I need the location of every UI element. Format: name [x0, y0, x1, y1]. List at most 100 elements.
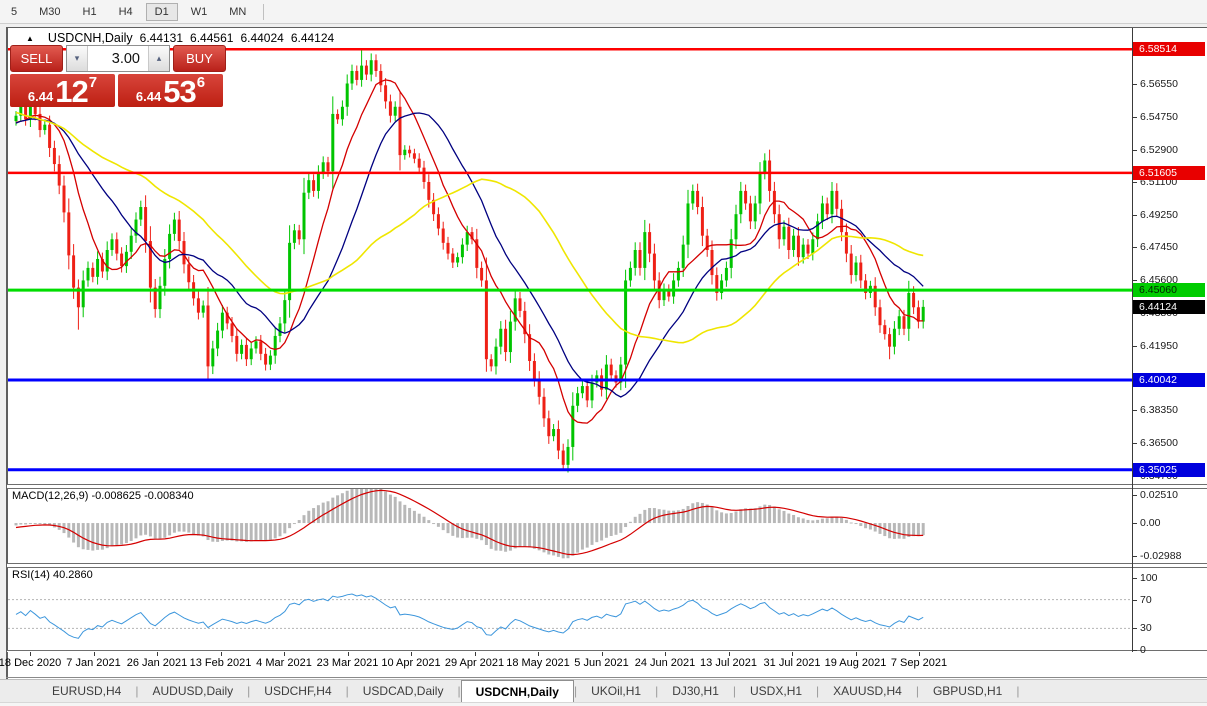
- volume-increase-button[interactable]: ▴: [148, 46, 169, 71]
- price-tick-label: 6.52900: [1140, 144, 1178, 156]
- rsi-tick-label: 0: [1140, 644, 1146, 656]
- chart-tab-eurusd[interactable]: EURUSD,H4: [52, 684, 122, 698]
- tab-separator: |: [732, 684, 737, 698]
- chart-window[interactable]: [6, 27, 1207, 679]
- chart-tab-ukoil[interactable]: UKOil,H1: [591, 684, 642, 698]
- chart-tab-usdcad[interactable]: USDCAD,Daily: [362, 684, 444, 698]
- chart-tab-usdcnh[interactable]: USDCNH,Daily: [460, 680, 574, 702]
- buy-price-prefix: 6.44: [135, 89, 162, 104]
- price-tick-mark: [1132, 443, 1137, 444]
- chart-tab-usdx[interactable]: USDX,H1: [750, 684, 803, 698]
- price-tick-mark: [1132, 117, 1137, 118]
- date-axis-label: 4 Mar 2021: [256, 657, 312, 669]
- volume-input[interactable]: [88, 46, 148, 71]
- chart-tab-dj30[interactable]: DJ30,H1: [672, 684, 719, 698]
- date-tick-mark: [411, 652, 412, 656]
- timeframe-toolbar: 5 M30 H1 H4 D1 W1 MN: [0, 0, 1207, 24]
- date-axis-label: 19 Aug 2021: [824, 657, 887, 669]
- tab-separator: |: [655, 684, 659, 698]
- date-tick-mark: [728, 652, 730, 656]
- price-tick-mark: [1132, 84, 1137, 85]
- price-tick-mark: [1132, 410, 1137, 411]
- buy-price-main: 53: [163, 74, 196, 109]
- tab-separator: |: [247, 684, 251, 698]
- timeframe-button-d1[interactable]: D1: [145, 2, 178, 21]
- date-axis-label: 13 Feb 2021: [189, 657, 252, 669]
- low-value: 6.44024: [240, 31, 284, 45]
- price-tick-mark: [1132, 182, 1137, 183]
- date-tick-mark: [538, 652, 539, 656]
- open-value: 6.44131: [139, 31, 184, 45]
- timeframe-button-h1[interactable]: H1: [74, 3, 106, 21]
- price-tick-mark: [1132, 346, 1137, 347]
- date-tick-mark: [30, 652, 31, 656]
- date-axis-label: 10 Apr 2021: [381, 657, 441, 669]
- date-axis-label: 31 Jul 2021: [763, 657, 821, 669]
- window-bottom-border: [6, 677, 1207, 678]
- chart-tab-audusd[interactable]: AUDUSD,Daily: [152, 684, 234, 698]
- sell-price-pip: 7: [88, 74, 98, 91]
- timeframe-button-m30[interactable]: M30: [30, 3, 69, 21]
- sell-button[interactable]: SELL: [10, 45, 63, 72]
- date-axis-label: 7 Jan 2021: [66, 657, 121, 669]
- date-axis-label: 18 Dec 2020: [0, 657, 62, 669]
- high-value: 6.44561: [190, 31, 234, 45]
- timeframe-button-5[interactable]: 5: [2, 3, 26, 21]
- price-tick-label: 6.47450: [1140, 241, 1178, 253]
- rsi-tick-label: 100: [1140, 572, 1158, 584]
- price-tick-label: 6.49250: [1140, 209, 1178, 221]
- price-axis-divider: [1132, 28, 1133, 652]
- macd-tick-mark: [1132, 556, 1137, 557]
- timeframe-button-w1[interactable]: W1: [182, 3, 217, 21]
- price-chart-canvas[interactable]: [8, 28, 1132, 484]
- date-axis-label: 29 Apr 2021: [444, 657, 505, 669]
- price-tick-label: 6.36500: [1140, 437, 1178, 449]
- status-strip: [0, 702, 1207, 706]
- macd-label: MACD(12,26,9) -0.008625 -0.008340: [12, 490, 194, 502]
- chevron-down-icon: ▾: [74, 53, 80, 63]
- date-tick-mark: [157, 652, 158, 656]
- price-level-badge: 6.58514: [1133, 42, 1205, 56]
- date-tick-mark: [601, 652, 603, 656]
- date-axis-label: 26 Jan 2021: [126, 657, 188, 669]
- sell-price-tile[interactable]: 6.44 12 7: [10, 74, 115, 107]
- timeframe-button-h4[interactable]: H4: [110, 3, 142, 21]
- rsi-label: RSI(14) 40.2860: [12, 569, 93, 581]
- rsi-tick-label: 30: [1140, 622, 1152, 634]
- tab-separator: |: [816, 684, 820, 698]
- macd-tick-mark: [1132, 523, 1137, 524]
- date-tick-mark: [855, 652, 857, 656]
- buy-price-tile[interactable]: 6.44 53 6: [118, 74, 223, 107]
- toolbar-separator: [263, 3, 265, 20]
- buy-button[interactable]: BUY: [173, 45, 226, 72]
- price-level-badge: 6.45060: [1133, 283, 1205, 297]
- volume-decrease-button[interactable]: ▾: [67, 46, 88, 71]
- panel-splitter[interactable]: [7, 563, 1207, 568]
- price-tick-mark: [1132, 215, 1137, 216]
- date-tick-mark: [93, 652, 95, 656]
- sell-price-main: 12: [55, 74, 88, 109]
- price-tick-label: 6.41950: [1140, 340, 1178, 352]
- price-tick-label: 6.56550: [1140, 78, 1178, 90]
- rsi-tick-mark: [1132, 600, 1137, 601]
- price-tick-mark: [1132, 150, 1137, 151]
- price-tick-label: 6.54750: [1140, 111, 1178, 123]
- macd-indicator-canvas[interactable]: [8, 487, 1132, 562]
- date-tick-mark: [474, 652, 476, 656]
- chart-title: ▲ USDCNH,Daily 6.44131 6.44561 6.44024 6.4412…: [26, 31, 334, 45]
- tab-separator: |: [915, 684, 919, 698]
- rsi-tick-mark: [1132, 628, 1137, 629]
- price-level-badge: 6.51605: [1133, 166, 1205, 180]
- timeframe-button-mn[interactable]: MN: [220, 3, 255, 21]
- price-tick-mark: [1132, 247, 1137, 248]
- panel-splitter[interactable]: [7, 484, 1207, 489]
- tab-separator: |: [135, 684, 139, 698]
- collapse-arrow-icon[interactable]: ▲: [26, 34, 34, 43]
- rsi-indicator-canvas[interactable]: [8, 566, 1132, 651]
- chart-tab-usdchf[interactable]: USDCHF,H4: [264, 684, 332, 698]
- buy-price-pip: 6: [196, 74, 206, 91]
- chart-tab-gbpusd[interactable]: GBPUSD,H1: [932, 684, 1003, 698]
- price-level-badge: 6.35025: [1133, 463, 1205, 477]
- chart-tab-xauusd[interactable]: XAUUSD,H4: [833, 684, 902, 698]
- date-tick-mark: [919, 652, 920, 656]
